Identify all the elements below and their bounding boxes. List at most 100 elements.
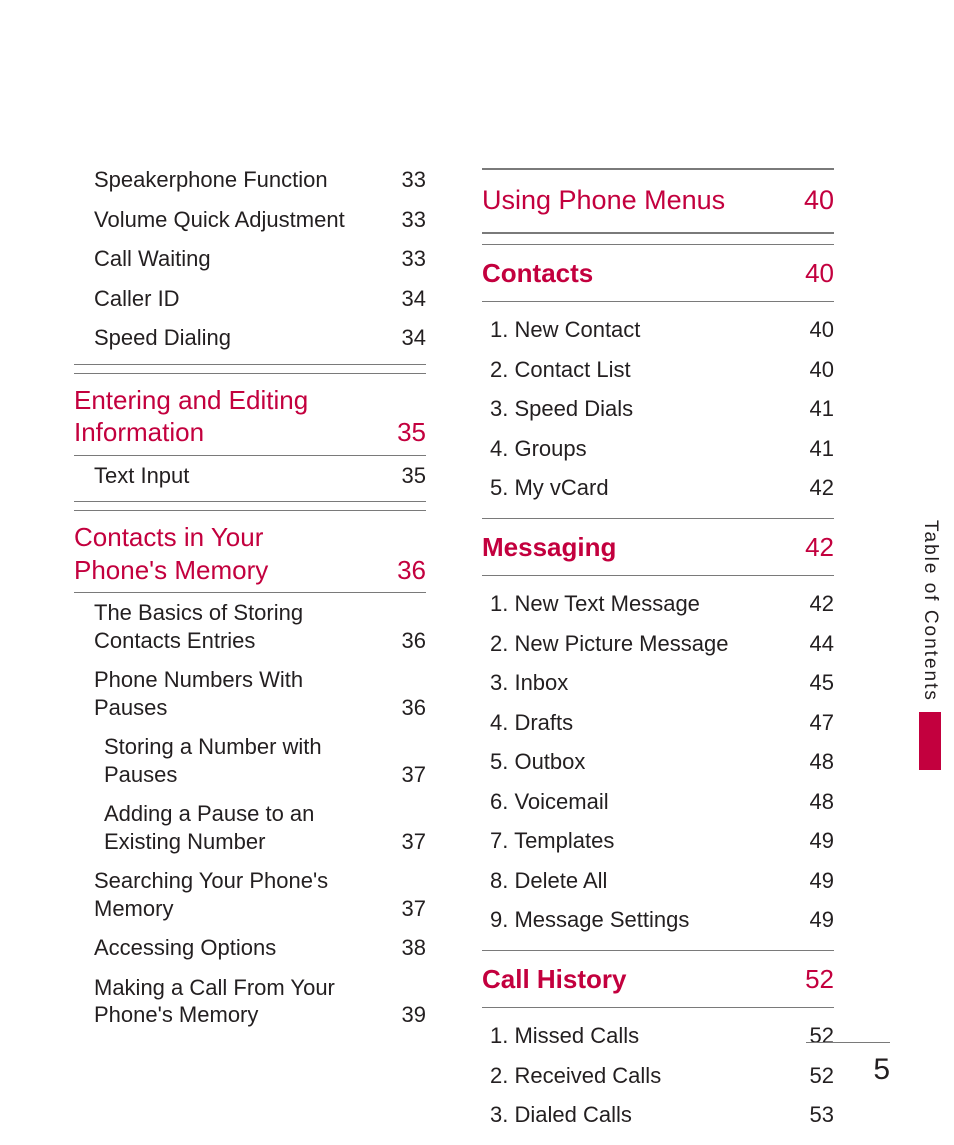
toc-entry-title: 6. Voicemail (490, 788, 609, 816)
toc-section-title: Contacts in Your Phone's Memory (74, 521, 349, 586)
toc-entry: 5. My vCard 42 (482, 468, 834, 508)
toc-entry-title: 7. Templates (490, 827, 614, 855)
toc-entry-title: Storing a Number with Pauses (104, 733, 362, 788)
toc-entry-page: 33 (402, 166, 426, 194)
toc-entry-page: 34 (402, 324, 426, 352)
toc-entry-page: 48 (810, 748, 834, 776)
toc-entry-page: 33 (402, 206, 426, 234)
toc-entry: 2. Received Calls52 (482, 1056, 834, 1096)
toc-entry-title: Speed Dialing (94, 324, 231, 352)
toc-entry: 3. Speed Dials 41 (482, 389, 834, 429)
toc-entry-title: Adding a Pause to an Existing Number (104, 800, 362, 855)
page-number: 5 (806, 1042, 890, 1087)
toc-entry-page: 34 (402, 285, 426, 313)
toc-entry: Accessing Options 38 (74, 928, 426, 968)
toc-entry-page: 37 (402, 761, 426, 789)
toc-entry-page: 49 (810, 906, 834, 934)
toc-entry-page: 38 (402, 934, 426, 962)
toc-entry-title: 4. Drafts (490, 709, 573, 737)
toc-entry-title: 1. Missed Calls (490, 1022, 639, 1050)
toc-entry: 3. Dialed Calls53 (482, 1095, 834, 1135)
side-tab-bar (919, 712, 941, 770)
toc-entry-title: Volume Quick Adjustment (94, 206, 345, 234)
toc-entry-page: 49 (810, 867, 834, 895)
toc-entry-title: Making a Call From Your Phone's Memory (94, 974, 360, 1029)
toc-entry: Searching Your Phone's Memory 37 (74, 861, 426, 928)
toc-entry-title: 5. My vCard (490, 474, 609, 502)
toc-entry: Volume Quick Adjustment 33 (74, 200, 426, 240)
toc-entry: Phone Numbers With Pauses 36 (74, 660, 426, 727)
toc-entry-title: Caller ID (94, 285, 180, 313)
toc-entry: 1. Missed Calls52 (482, 1016, 834, 1056)
toc-entry-page: 36 (402, 627, 426, 655)
toc-section-heading: Call History 52 (482, 950, 834, 1009)
toc-entry: Adding a Pause to an Existing Number 37 (74, 794, 426, 861)
toc-entry-title: 4. Groups (490, 435, 587, 463)
toc-entry: Speakerphone Function 33 (74, 160, 426, 200)
toc-entry-title: Call Waiting (94, 245, 211, 273)
toc-entry: Speed Dialing 34 (74, 318, 426, 358)
toc-entry-title: 2. New Picture Message (490, 630, 728, 658)
toc-section-heading: Contacts in Your Phone's Memory 36 (74, 510, 426, 586)
toc-entry-title: 2. Contact List (490, 356, 631, 384)
toc-entry-page: 48 (810, 788, 834, 816)
toc-section-heading: Entering and Editing Information 35 (74, 373, 426, 449)
columns: Speakerphone Function33Volume Quick Adju… (74, 160, 834, 1135)
toc-entry-page: 40 (810, 316, 834, 344)
left-column: Speakerphone Function33Volume Quick Adju… (74, 160, 426, 1135)
toc-entry-title: 2. Received Calls (490, 1062, 661, 1090)
side-tab: Table of Contents (906, 520, 954, 770)
toc-entry: 1. New Contact 40 (482, 310, 834, 350)
toc-entry: 4. Drafts47 (482, 703, 834, 743)
toc-entry-page: 36 (402, 694, 426, 722)
toc-entry-title: Phone Numbers With Pauses (94, 666, 360, 721)
toc-entry-title: 3. Dialed Calls (490, 1101, 632, 1129)
toc-entry: Making a Call From Your Phone's Memory 39 (74, 968, 426, 1035)
toc-entry-title: 3. Inbox (490, 669, 568, 697)
toc-entry-title: 8. Delete All (490, 867, 607, 895)
toc-entry-page: 35 (402, 462, 426, 490)
toc-entry-title: 5. Outbox (490, 748, 585, 776)
toc-entry: 3. Inbox 45 (482, 663, 834, 703)
toc-entry-page: 41 (810, 395, 834, 423)
toc-entry-page: 40 (810, 356, 834, 384)
toc-section-page: 52 (805, 963, 834, 996)
toc-entry: Call Waiting33 (74, 239, 426, 279)
toc-entry: 4. Groups41 (482, 429, 834, 469)
toc-section-title: Entering and Editing Information (74, 384, 349, 449)
toc-section-title: Messaging (482, 531, 616, 564)
toc-entry-title: Text Input (94, 462, 189, 490)
toc-entry-page: 39 (402, 1001, 426, 1029)
toc-entry-title: Accessing Options (94, 934, 276, 962)
toc-entry: Text Input 35 (74, 456, 426, 496)
toc-entry-title: Speakerphone Function (94, 166, 328, 194)
toc-entry: 8. Delete All 49 (482, 861, 834, 901)
toc-entry-page: 49 (810, 827, 834, 855)
toc-section-page: 36 (397, 554, 426, 587)
toc-page: Speakerphone Function33Volume Quick Adju… (74, 160, 834, 1135)
toc-entry-page: 44 (810, 630, 834, 658)
toc-entry: Storing a Number with Pauses 37 (74, 727, 426, 794)
toc-entry-title: 1. New Contact (490, 316, 640, 344)
toc-entry-page: 42 (810, 474, 834, 502)
toc-entry: 2. New Picture Message 44 (482, 624, 834, 664)
toc-section-page: 35 (397, 416, 426, 449)
toc-entry-title: 3. Speed Dials (490, 395, 633, 423)
toc-section-title: Using Phone Menus (482, 184, 725, 218)
toc-entry: The Basics of Storing Contacts Entries36 (74, 593, 426, 660)
right-column: Using Phone Menus40Contacts401. New Cont… (482, 160, 834, 1135)
toc-entry-title: 9. Message Settings (490, 906, 689, 934)
toc-entry: 2. Contact List 40 (482, 350, 834, 390)
toc-section-title: Call History (482, 963, 627, 996)
toc-section-page: 40 (804, 184, 834, 218)
toc-entry: 9. Message Settings 49 (482, 900, 834, 940)
toc-section-title: Contacts (482, 257, 593, 290)
toc-entry-page: 37 (402, 895, 426, 923)
toc-section-page: 42 (805, 531, 834, 564)
toc-section-page: 40 (805, 257, 834, 290)
toc-entry-title: Searching Your Phone's Memory (94, 867, 360, 922)
toc-entry-page: 45 (810, 669, 834, 697)
side-tab-label: Table of Contents (919, 520, 941, 712)
toc-entry: 5. Outbox 48 (482, 742, 834, 782)
toc-entry-page: 37 (402, 828, 426, 856)
